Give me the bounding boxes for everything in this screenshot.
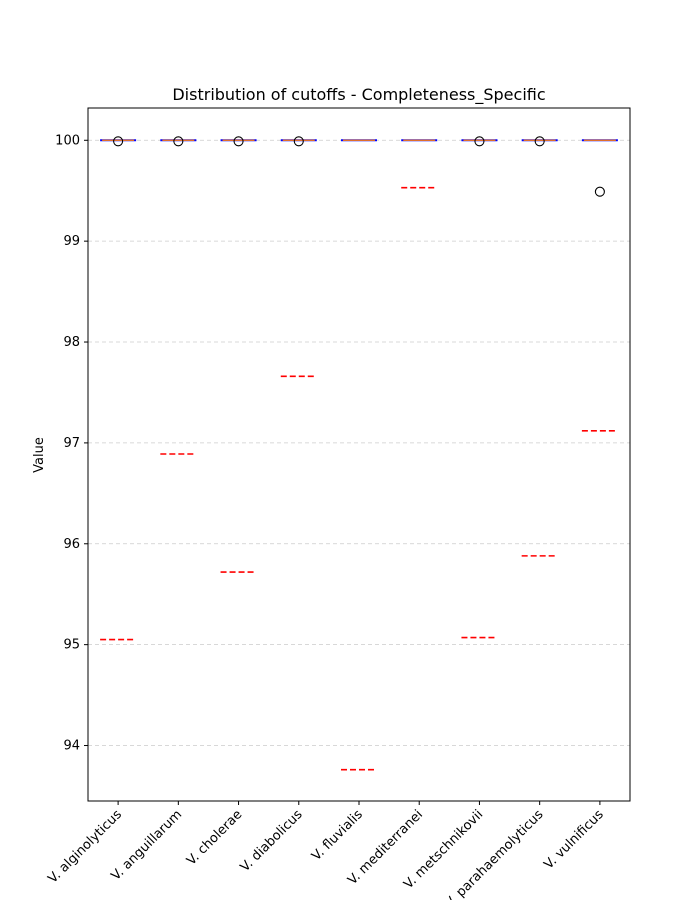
grid-lines [88,139,630,746]
plot-area-frame [87,107,631,802]
outlier-point [233,136,244,147]
y-tick-label: 96 [63,537,80,552]
x-tick-label: V. parahaemolyticus [443,807,547,900]
y-tick-label: 98 [63,335,80,350]
outlier-point [113,136,124,147]
plot-marks [100,136,618,771]
y-tick-label: 97 [63,436,80,451]
outlier-point [293,136,304,147]
y-tick-label: 95 [63,638,80,653]
y-axis-label: Value [32,437,47,473]
y-tick-label: 100 [55,133,80,148]
x-tick-label: V. vulnificus [541,807,606,872]
chart-title: Distribution of cutoffs - Completeness_S… [172,85,545,105]
outlier-point [534,136,545,147]
y-tick-label: 94 [63,739,80,754]
outlier-point [173,136,184,147]
y-tick-label: 99 [63,234,80,249]
outlier-point [474,136,485,147]
x-tick-label: V. diabolicus [238,807,306,875]
x-tick-label: V. cholerae [184,807,245,868]
x-tick-label: V. fluvialis [309,807,366,864]
outlier-point [594,186,605,197]
